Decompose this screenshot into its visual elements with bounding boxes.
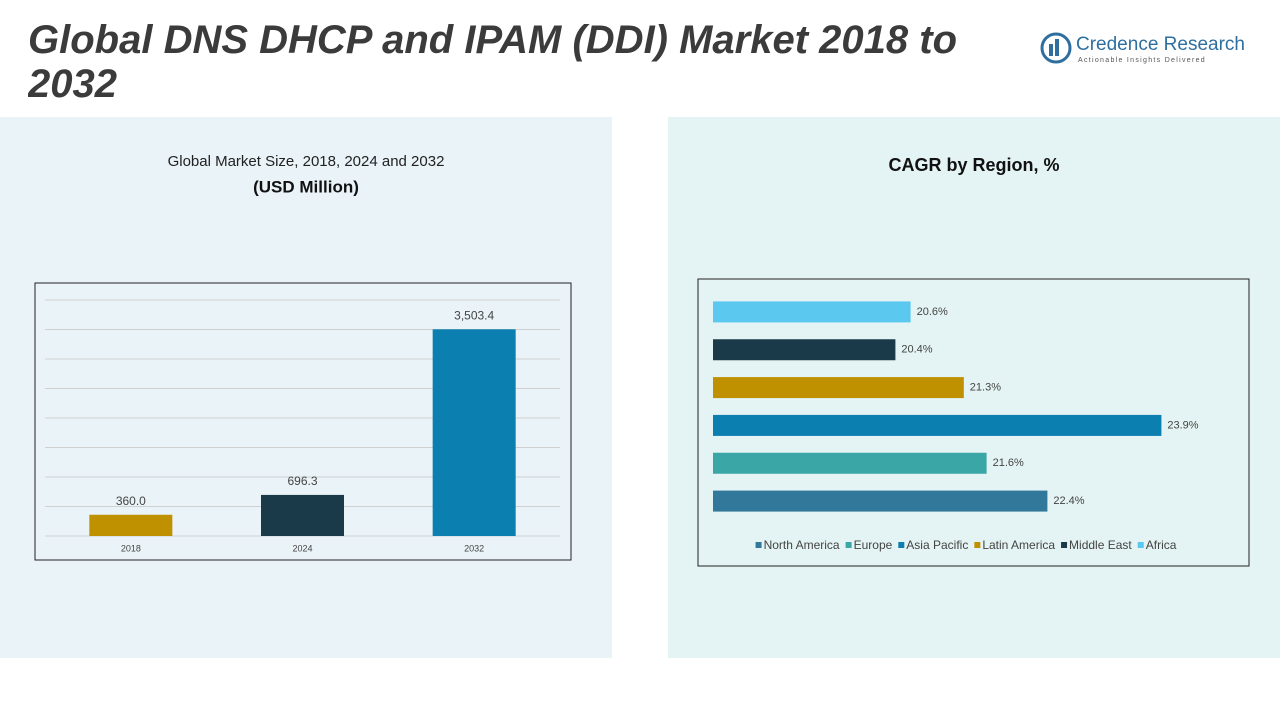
- chart-title: Global Market Size, 2018, 2024 and 2032: [168, 153, 445, 170]
- legend-label: Middle East: [1069, 538, 1132, 552]
- bar: [713, 490, 1048, 512]
- bar: [713, 452, 987, 474]
- brand: Credence Research: [1076, 34, 1245, 55]
- value-label: 21.6%: [993, 457, 1024, 469]
- legend-label: Africa: [1146, 538, 1177, 552]
- bar: [713, 377, 964, 399]
- value-label: 3,503.4: [454, 308, 494, 322]
- legend-label: Europe: [854, 538, 893, 552]
- legend-swatch: [898, 542, 905, 548]
- left-panel: [0, 117, 612, 658]
- value-label: 696.3: [287, 474, 317, 488]
- x-tick-label: 2032: [464, 543, 484, 553]
- value-label: 360.0: [116, 494, 146, 508]
- bar: [261, 494, 344, 536]
- chart-frame: [34, 282, 572, 561]
- legend-label: North America: [764, 538, 840, 552]
- chart-frame: [697, 278, 1250, 567]
- x-tick-label: 2024: [292, 543, 312, 553]
- value-label: 20.4%: [901, 344, 932, 356]
- value-label: 20.6%: [917, 306, 948, 318]
- legend-swatch: [1061, 542, 1068, 548]
- bar: [713, 339, 896, 361]
- legend-swatch: [755, 542, 762, 548]
- title-box: Global DNS DHCP and IPAM (DDI) Market 20…: [28, 18, 958, 106]
- value-label: 21.3%: [970, 381, 1001, 393]
- chart-title: CAGR by Region, %: [888, 155, 1059, 175]
- logo-icon: [1055, 39, 1059, 56]
- value-label: 22.4%: [1053, 495, 1084, 507]
- legend-swatch: [845, 542, 852, 548]
- tagline: Actionable Insights Delivered: [1078, 57, 1206, 64]
- logo-icon: [1049, 44, 1053, 56]
- legend-swatch: [974, 542, 981, 548]
- chart-subtitle: (USD Million): [253, 177, 359, 196]
- legend-label: Latin America: [982, 538, 1055, 552]
- bar: [432, 329, 516, 536]
- value-label: 23.9%: [1167, 419, 1198, 431]
- bar: [89, 514, 173, 536]
- legend-label: Asia Pacific: [906, 538, 968, 552]
- x-tick-label: 2018: [121, 543, 141, 553]
- logo-icon: [1040, 32, 1072, 64]
- logo: Credence Research Actionable Insights De…: [1040, 32, 1245, 64]
- page-title: Global DNS DHCP and IPAM (DDI) Market 20…: [28, 18, 958, 106]
- bar: [713, 414, 1162, 436]
- legend-swatch: [1137, 542, 1144, 548]
- bar: [713, 301, 911, 323]
